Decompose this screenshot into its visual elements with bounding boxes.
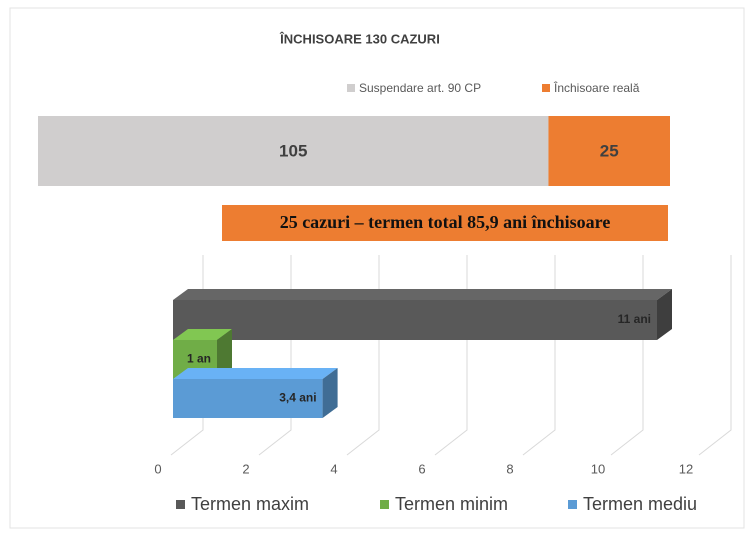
legend-label: Termen mediu — [583, 494, 697, 514]
value-label: 3,4 ani — [279, 391, 316, 405]
x-tick-label: 8 — [506, 461, 513, 476]
x-tick-label: 4 — [330, 461, 337, 476]
legend-swatch — [176, 500, 185, 509]
value-label: 25 — [600, 141, 619, 160]
bar-top — [173, 289, 672, 300]
value-label: 1 an — [187, 352, 211, 366]
bar — [173, 300, 657, 340]
bar-segment — [38, 116, 549, 186]
legend-swatch — [542, 84, 550, 92]
x-tick-label: 12 — [679, 461, 693, 476]
legend-swatch — [380, 500, 389, 509]
x-tick-label: 6 — [418, 461, 425, 476]
annotation: 25 cazuri – termen total 85,9 ani închis… — [280, 212, 611, 232]
legend-swatch — [347, 84, 355, 92]
legend-label: Termen minim — [395, 494, 508, 514]
grid-line — [698, 255, 732, 456]
annotation-box — [222, 205, 668, 241]
bar — [173, 379, 323, 418]
frame — [9, 7, 745, 529]
x-tick-label: 0 — [154, 461, 161, 476]
bar-top — [173, 329, 232, 340]
x-tick-label: 2 — [242, 461, 249, 476]
value-label: 11 ani — [618, 312, 651, 326]
legend-label: Suspendare art. 90 CP — [359, 81, 481, 95]
chart-title: ÎNCHISOARE 130 CAZURI — [279, 31, 440, 46]
bar-top — [173, 368, 338, 379]
bar-segment — [548, 116, 670, 186]
value-label: 105 — [279, 141, 307, 160]
bar-side — [322, 368, 338, 418]
legend-swatch — [568, 500, 577, 509]
bar-side — [217, 329, 232, 379]
bar-side — [657, 289, 672, 340]
x-tick-label: 10 — [591, 461, 605, 476]
legend-label: Închisoare reală — [553, 80, 640, 95]
legend-label: Termen maxim — [191, 494, 309, 514]
